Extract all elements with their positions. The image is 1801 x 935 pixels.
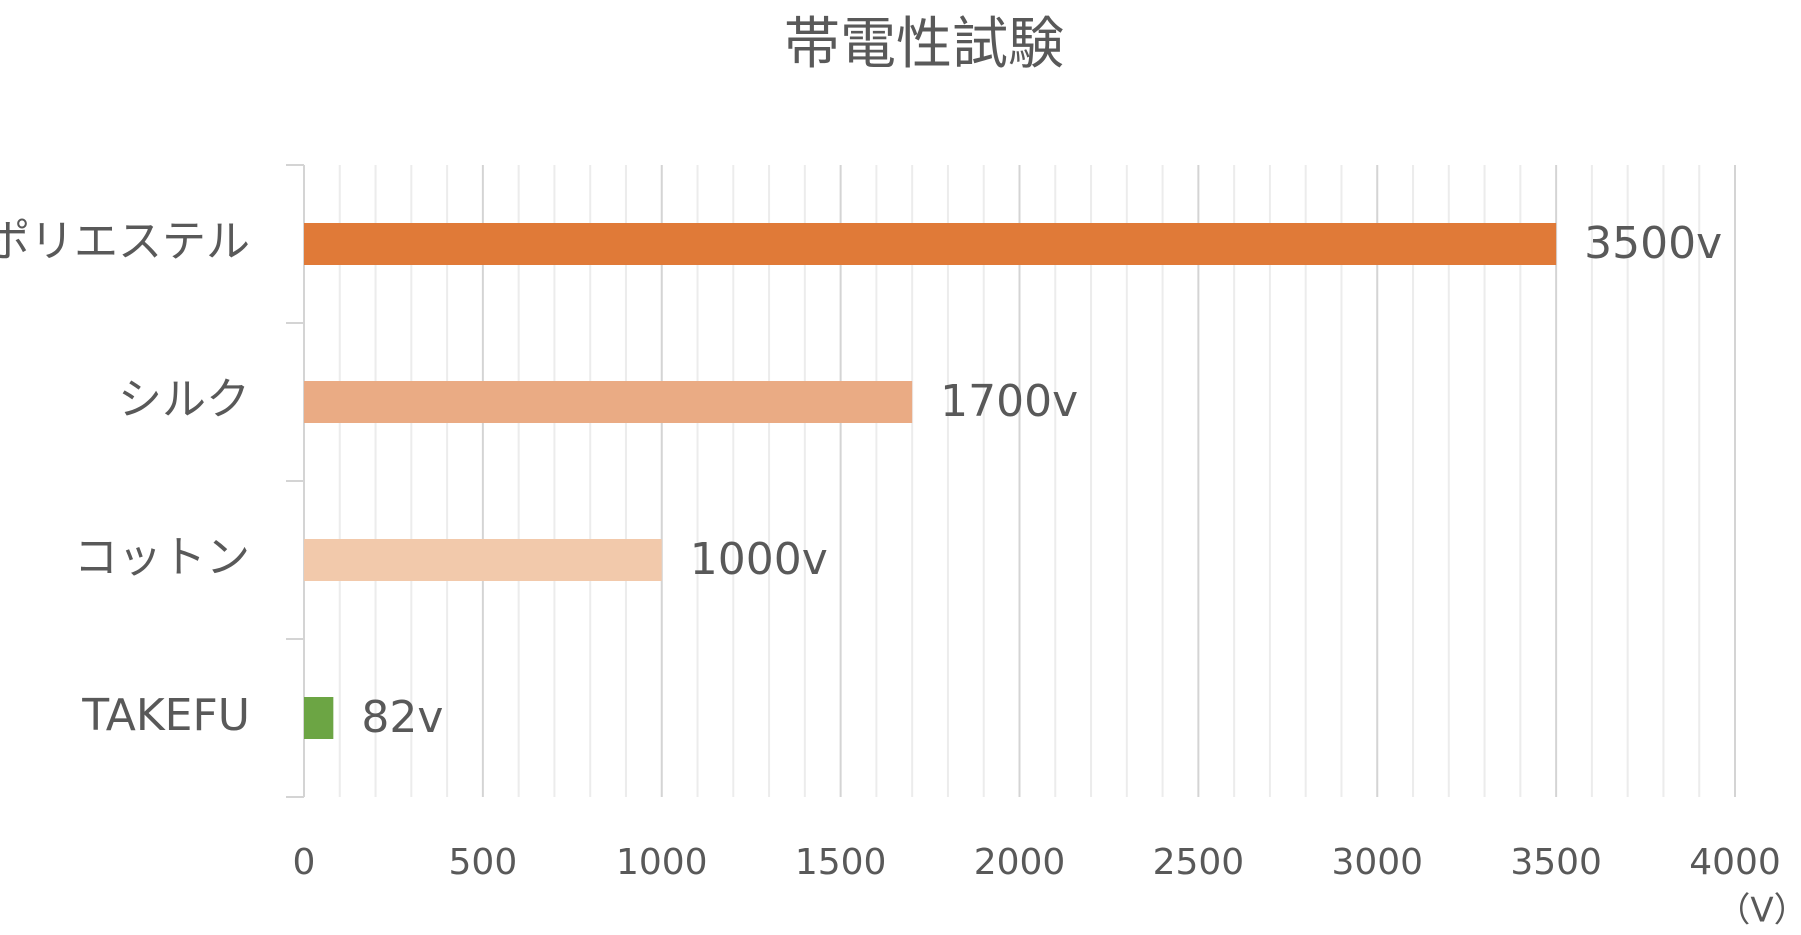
value-label: 1000v — [690, 534, 828, 585]
value-label: 82v — [361, 692, 443, 743]
x-tick-label: 1000 — [616, 842, 708, 883]
x-tick-label: 0 — [293, 842, 316, 883]
bar — [304, 381, 913, 423]
x-tick-label: 3000 — [1331, 842, 1423, 883]
y-tick-label: コットン — [74, 532, 250, 583]
bar — [304, 697, 334, 739]
x-tick-label: 2500 — [1153, 842, 1245, 883]
x-tick-label: 1500 — [795, 842, 887, 883]
x-tick-label: 3500 — [1510, 842, 1602, 883]
y-tick-label: ポリエステル — [0, 216, 250, 267]
x-tick-label: 4000 — [1689, 842, 1781, 883]
bar — [304, 223, 1557, 265]
y-tick-label: TAKEFU — [81, 690, 250, 741]
x-tick-label: 500 — [449, 842, 518, 883]
bar — [304, 539, 662, 581]
x-unit-label: （V） — [1716, 891, 1801, 931]
y-tick-label: シルク — [118, 374, 250, 425]
x-tick-label: 2000 — [974, 842, 1066, 883]
value-label: 1700v — [940, 376, 1078, 427]
chart-title: 帯電性試験 — [784, 12, 1064, 77]
value-label: 3500v — [1584, 218, 1722, 269]
